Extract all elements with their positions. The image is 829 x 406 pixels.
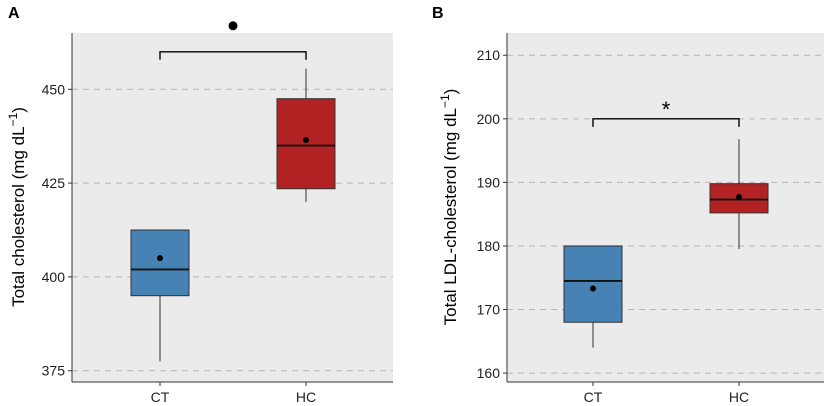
y-tick-label: 210 xyxy=(477,47,501,63)
panel-b-gridlines xyxy=(507,54,824,374)
y-tick-label: 160 xyxy=(477,365,501,381)
x-tick-label: HC xyxy=(729,389,749,405)
panel-b-y-label-sup: −1 xyxy=(438,94,452,108)
iqr-box xyxy=(130,229,190,297)
box-hc xyxy=(709,139,769,250)
box-hc xyxy=(276,68,336,202)
panel-a-y-ticks: 375 400 425 450 xyxy=(42,81,72,379)
x-tick-label: CT xyxy=(584,389,603,405)
y-tick-label: 170 xyxy=(477,302,501,318)
significance-symbol: ● xyxy=(226,12,239,37)
panel-a-y-label-close: ) xyxy=(9,107,28,113)
panel-b: B 160 170 180 190 200 210 CT HC * Total LDL-ch… xyxy=(432,5,824,405)
panel-a: A 375 400 425 450 CT HC ● Total cholesterol … xyxy=(6,5,393,405)
panel-b-y-ticks: 160 170 180 190 200 210 xyxy=(477,47,507,381)
panel-a-y-label-main: Total cholesterol (mg dL xyxy=(9,126,28,306)
panel-a-x-ticks: CT HC xyxy=(151,382,316,405)
x-tick-label: CT xyxy=(151,389,170,405)
panel-b-y-label-main: Total LDL-cholesterol (mg dL xyxy=(441,108,460,325)
panel-a-y-label-sup: −1 xyxy=(6,112,20,126)
mean-point xyxy=(590,285,596,292)
box-ct xyxy=(130,229,190,362)
panel-b-x-ticks: CT HC xyxy=(584,382,749,405)
panel-a-significance: ● xyxy=(159,12,307,60)
panel-b-y-label-close: ) xyxy=(441,89,460,95)
panel-b-y-label: Total LDL-cholesterol (mg dL−1) xyxy=(438,89,460,326)
panel-b-plot-area xyxy=(507,33,824,382)
panel-a-boxes xyxy=(130,68,336,362)
significance-marker xyxy=(228,21,238,31)
significance-bracket xyxy=(159,51,307,60)
y-tick-label: 200 xyxy=(477,111,501,127)
iqr-box xyxy=(563,245,623,323)
y-tick-label: 375 xyxy=(42,363,66,379)
panel-a-gridlines xyxy=(72,88,393,372)
panel-a-letter: A xyxy=(8,5,20,22)
mean-point xyxy=(736,194,742,201)
iqr-box xyxy=(276,98,336,190)
panel-b-letter: B xyxy=(432,5,444,22)
panel-b-significance: * xyxy=(592,97,740,127)
x-tick-label: HC xyxy=(296,389,316,405)
panel-a-plot-area xyxy=(72,33,393,382)
significance-bracket xyxy=(592,118,740,127)
box-ct xyxy=(563,245,623,348)
significance-symbol: * xyxy=(662,97,671,122)
y-tick-label: 190 xyxy=(477,174,501,190)
y-tick-label: 425 xyxy=(42,175,66,191)
panel-b-boxes xyxy=(563,139,769,348)
mean-point xyxy=(303,136,309,143)
panel-a-y-label: Total cholesterol (mg dL−1) xyxy=(6,107,28,307)
mean-point xyxy=(157,255,163,262)
y-tick-label: 450 xyxy=(42,81,66,97)
y-tick-label: 400 xyxy=(42,269,66,285)
y-tick-label: 180 xyxy=(477,238,501,254)
